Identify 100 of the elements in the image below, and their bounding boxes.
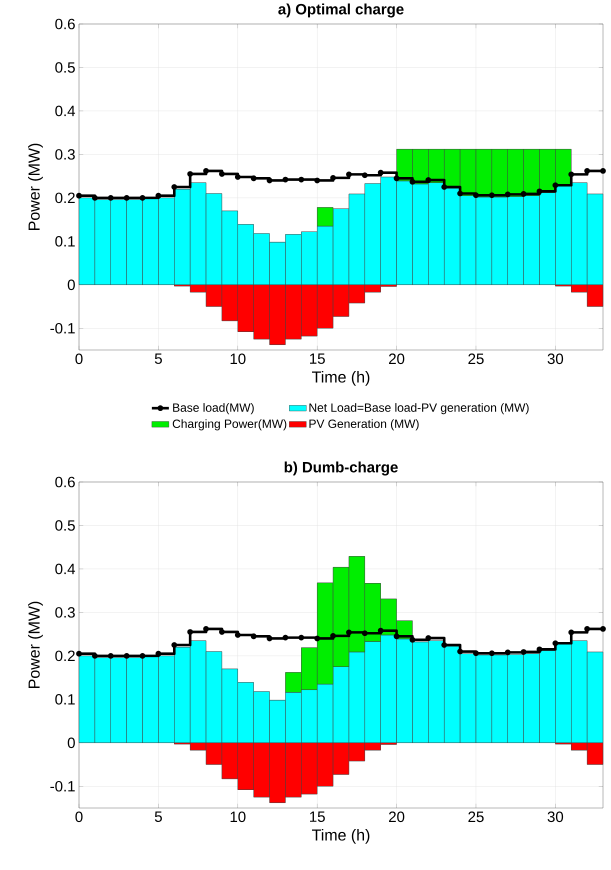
y-tick-label: 0.4 <box>55 106 76 116</box>
x-tick-label: 25 <box>468 812 484 822</box>
point <box>203 168 209 174</box>
point <box>330 174 336 181</box>
point <box>282 634 288 640</box>
point <box>76 650 82 657</box>
point <box>457 648 463 654</box>
point <box>156 192 162 199</box>
y-tick-label: 0.6 <box>55 476 75 488</box>
point <box>362 630 368 636</box>
y-tick-label: 0 <box>68 280 75 290</box>
point <box>378 170 384 176</box>
legend-label: Base load(MW) <box>173 403 254 414</box>
x-tick-label: 20 <box>389 812 404 822</box>
y-tick-label: -0.1 <box>50 780 75 792</box>
x-axis-title: Time (h) <box>312 828 370 844</box>
point <box>250 633 257 640</box>
point <box>156 650 162 657</box>
point <box>187 629 194 635</box>
x-tick-label: 15 <box>310 354 325 364</box>
point <box>171 184 178 190</box>
x-tick-label: 10 <box>230 354 246 364</box>
y-tick-label: 0.4 <box>55 564 76 574</box>
point <box>234 174 241 180</box>
point <box>92 194 98 201</box>
point <box>282 176 288 182</box>
point <box>488 192 495 198</box>
y-axis-title: Power (MW) <box>28 602 43 688</box>
point <box>250 175 257 182</box>
y-axis-title: Power (MW) <box>28 144 43 230</box>
point <box>473 192 479 198</box>
point <box>473 650 479 656</box>
x-axis-title: Time (h) <box>312 370 370 386</box>
point <box>76 192 82 199</box>
point <box>298 176 304 182</box>
y-tick-label: 0 <box>68 738 75 748</box>
y-tick-label: 0.1 <box>55 236 75 247</box>
point <box>552 640 558 646</box>
point <box>234 632 241 638</box>
point <box>219 629 225 635</box>
y-tick-label: 0.2 <box>55 650 75 662</box>
point <box>568 172 574 178</box>
point <box>124 652 130 659</box>
y-tick-label: 0.5 <box>55 520 75 531</box>
point <box>314 178 320 184</box>
x-tick-label: 0 <box>75 354 83 364</box>
x-tick-label: 30 <box>548 812 564 822</box>
point <box>346 630 352 636</box>
point <box>266 636 272 642</box>
y-tick-label: 0.3 <box>55 149 75 160</box>
point <box>584 626 590 632</box>
legend-label: Net Load=Base load-PV generation (MW) <box>309 403 529 414</box>
legend-label: PV Generation (MW) <box>309 419 419 430</box>
point <box>552 182 558 188</box>
point <box>219 171 225 177</box>
point <box>298 634 304 640</box>
point <box>441 642 448 648</box>
point <box>171 642 178 648</box>
point <box>108 652 114 659</box>
y-tick-label: 0.1 <box>55 694 75 705</box>
point <box>600 626 606 632</box>
point <box>504 650 511 656</box>
point <box>92 652 98 659</box>
point <box>140 652 146 659</box>
point <box>140 194 146 201</box>
point <box>203 626 209 632</box>
point <box>378 628 384 634</box>
point <box>504 191 511 198</box>
legend-label: Charging Power(MW) <box>172 419 286 430</box>
y-tick-label: 0.2 <box>55 192 75 204</box>
chart-title: b) Dumb-charge <box>284 462 398 476</box>
x-tick-label: 5 <box>154 812 162 822</box>
x-tick-label: 10 <box>230 812 246 822</box>
point <box>108 194 114 201</box>
point <box>520 191 526 197</box>
point <box>600 168 606 174</box>
y-tick-label: 0.6 <box>55 18 75 30</box>
y-tick-label: 0.3 <box>55 607 75 618</box>
point <box>266 178 272 184</box>
point <box>568 630 574 636</box>
point <box>124 194 130 201</box>
point <box>488 650 495 656</box>
point <box>362 172 368 178</box>
point <box>536 188 542 194</box>
x-tick-label: 20 <box>389 354 404 364</box>
point <box>520 649 526 655</box>
x-tick-label: 5 <box>154 354 162 364</box>
chart-title: a) Optimal charge <box>278 4 404 18</box>
point <box>425 635 432 641</box>
y-tick-label: 0.5 <box>55 62 75 73</box>
point <box>441 184 448 190</box>
point <box>410 178 416 185</box>
point <box>330 632 336 639</box>
point <box>187 171 194 177</box>
point <box>457 190 463 196</box>
x-tick-label: 25 <box>468 354 484 364</box>
point <box>584 168 590 174</box>
y-tick-label: -0.1 <box>50 322 75 334</box>
x-tick-label: 0 <box>75 812 83 822</box>
x-tick-label: 15 <box>310 812 325 822</box>
